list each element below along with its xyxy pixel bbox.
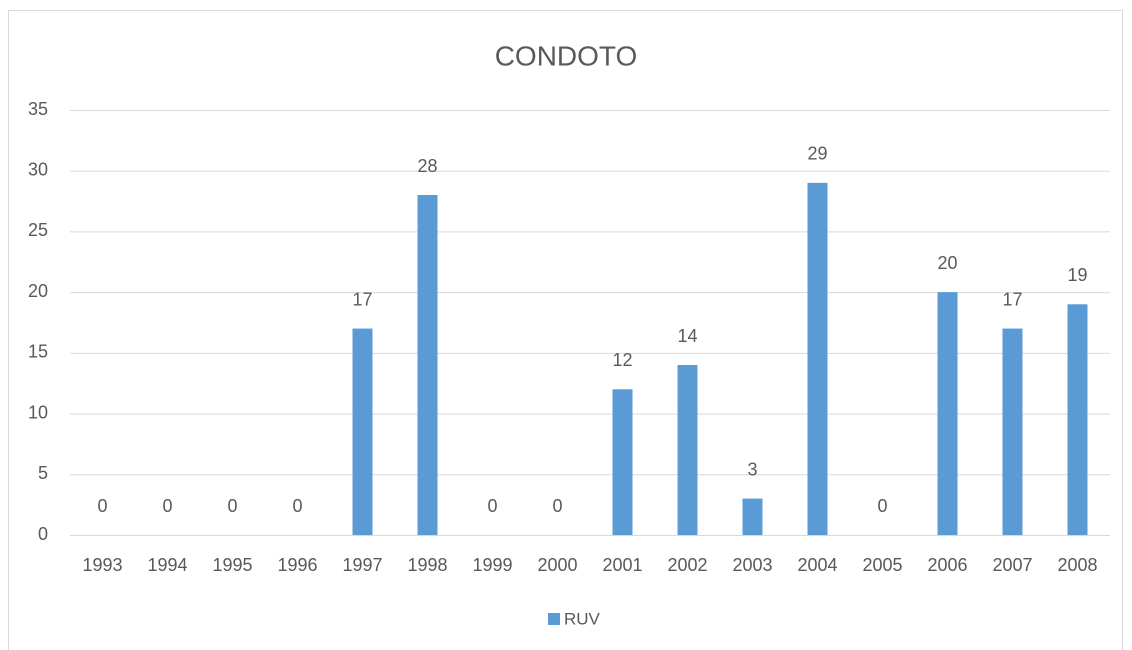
- bar: [677, 365, 698, 535]
- y-tick-label: 35: [28, 99, 48, 119]
- y-tick-label: 0: [38, 524, 48, 544]
- data-label: 0: [552, 496, 562, 516]
- y-tick-label: 5: [38, 463, 48, 483]
- bar: [352, 328, 373, 535]
- data-label: 0: [97, 496, 107, 516]
- x-tick-label: 2000: [537, 555, 577, 575]
- x-tick-label: 2004: [797, 555, 837, 575]
- y-tick-label: 25: [28, 220, 48, 240]
- data-label: 17: [1002, 289, 1022, 309]
- bar: [417, 195, 438, 535]
- data-label: 0: [487, 496, 497, 516]
- x-tick-label: 1996: [277, 555, 317, 575]
- x-tick-label: 2006: [927, 555, 967, 575]
- x-tick-label: 2001: [602, 555, 642, 575]
- y-tick-label: 15: [28, 342, 48, 362]
- x-tick-label: 1994: [147, 555, 187, 575]
- data-label: 20: [937, 253, 957, 273]
- x-tick-label: 1997: [342, 555, 382, 575]
- data-label: 0: [162, 496, 172, 516]
- bar: [1002, 328, 1023, 535]
- bar: [742, 498, 763, 535]
- x-tick-label: 1999: [472, 555, 512, 575]
- data-label: 12: [612, 350, 632, 370]
- x-tick-label: 2003: [732, 555, 772, 575]
- chart-border: [8, 10, 1123, 650]
- x-tick-label: 1998: [407, 555, 447, 575]
- x-tick-label: 1993: [82, 555, 122, 575]
- x-tick-label: 2007: [992, 555, 1032, 575]
- x-tick-label: 2005: [862, 555, 902, 575]
- data-label: 0: [292, 496, 302, 516]
- x-tick-label: 2002: [667, 555, 707, 575]
- legend-label: RUV: [564, 609, 601, 628]
- legend-swatch: [548, 613, 560, 625]
- data-label: 17: [352, 289, 372, 309]
- data-label: 0: [877, 496, 887, 516]
- x-tick-label: 1995: [212, 555, 252, 575]
- bar: [1067, 304, 1088, 535]
- data-label: 3: [747, 459, 757, 479]
- data-label: 0: [227, 496, 237, 516]
- bar: [612, 389, 633, 535]
- data-label: 28: [417, 156, 437, 176]
- bar: [937, 292, 958, 535]
- bar: [807, 182, 828, 535]
- y-tick-label: 10: [28, 402, 48, 422]
- y-tick-label: 20: [28, 281, 48, 301]
- data-label: 29: [807, 144, 827, 164]
- x-tick-label: 2008: [1057, 555, 1097, 575]
- y-tick-label: 30: [28, 159, 48, 179]
- chart-title: CONDOTO: [495, 40, 638, 71]
- data-label: 14: [677, 326, 697, 346]
- data-label: 19: [1067, 265, 1087, 285]
